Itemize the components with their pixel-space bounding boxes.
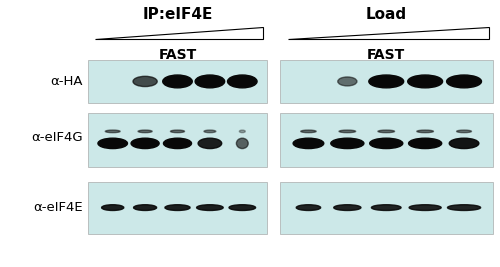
Ellipse shape <box>408 138 442 148</box>
Ellipse shape <box>133 76 157 87</box>
FancyBboxPatch shape <box>88 60 268 103</box>
Ellipse shape <box>417 130 434 133</box>
Ellipse shape <box>334 205 361 210</box>
Ellipse shape <box>236 138 248 148</box>
Ellipse shape <box>164 138 192 148</box>
Polygon shape <box>288 27 488 39</box>
Ellipse shape <box>165 205 190 210</box>
Polygon shape <box>95 27 264 39</box>
Ellipse shape <box>370 138 403 148</box>
FancyBboxPatch shape <box>88 182 268 234</box>
Ellipse shape <box>228 75 257 88</box>
Text: FAST: FAST <box>158 48 196 62</box>
Ellipse shape <box>138 130 152 133</box>
Ellipse shape <box>338 77 357 86</box>
Ellipse shape <box>170 130 184 133</box>
Ellipse shape <box>102 205 124 210</box>
Ellipse shape <box>331 138 364 148</box>
Ellipse shape <box>448 205 480 210</box>
Text: IP:eIF4E: IP:eIF4E <box>142 7 212 22</box>
Ellipse shape <box>372 205 401 210</box>
Ellipse shape <box>369 75 404 88</box>
Ellipse shape <box>198 138 222 148</box>
Ellipse shape <box>301 130 316 133</box>
Ellipse shape <box>195 75 224 88</box>
Ellipse shape <box>409 205 441 210</box>
Ellipse shape <box>293 138 324 148</box>
FancyBboxPatch shape <box>280 60 492 103</box>
Ellipse shape <box>98 138 128 148</box>
Ellipse shape <box>134 205 156 210</box>
Ellipse shape <box>106 130 120 133</box>
Text: FAST: FAST <box>367 48 406 62</box>
Ellipse shape <box>408 75 442 88</box>
Ellipse shape <box>446 75 482 88</box>
FancyBboxPatch shape <box>280 113 492 167</box>
Ellipse shape <box>229 205 256 210</box>
Text: α-eIF4G: α-eIF4G <box>31 131 82 144</box>
FancyBboxPatch shape <box>280 182 492 234</box>
Ellipse shape <box>204 130 216 133</box>
Ellipse shape <box>449 138 479 148</box>
Ellipse shape <box>162 75 192 88</box>
Text: α-eIF4E: α-eIF4E <box>33 201 82 214</box>
Ellipse shape <box>456 130 471 133</box>
Ellipse shape <box>296 205 320 210</box>
Ellipse shape <box>339 130 355 133</box>
Text: α-HA: α-HA <box>50 75 82 88</box>
Ellipse shape <box>240 130 246 133</box>
FancyBboxPatch shape <box>88 113 268 167</box>
Ellipse shape <box>196 205 223 210</box>
Ellipse shape <box>131 138 159 148</box>
Text: Load: Load <box>366 7 407 22</box>
Ellipse shape <box>378 130 394 133</box>
